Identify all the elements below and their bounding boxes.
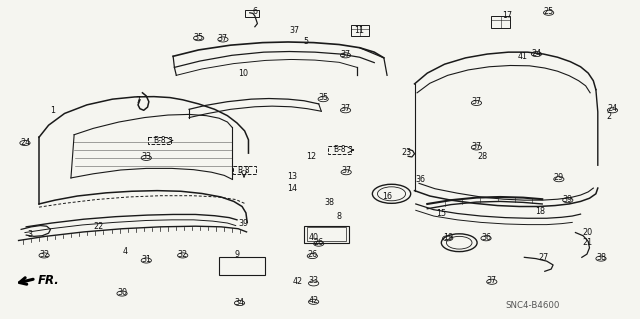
- FancyBboxPatch shape: [232, 167, 255, 174]
- FancyBboxPatch shape: [148, 137, 171, 144]
- Text: B-8: B-8: [237, 166, 250, 175]
- Text: 39: 39: [238, 219, 248, 227]
- Text: SNC4-B4600: SNC4-B4600: [505, 301, 559, 310]
- Text: 16: 16: [382, 192, 392, 202]
- Text: 18: 18: [535, 207, 545, 216]
- Text: 6: 6: [252, 7, 257, 16]
- Text: 12: 12: [307, 152, 317, 161]
- Text: 1: 1: [51, 106, 56, 115]
- Text: 38: 38: [596, 253, 606, 262]
- Text: B-8: B-8: [153, 136, 165, 145]
- Text: 17: 17: [502, 11, 512, 20]
- Text: 37: 37: [487, 276, 497, 285]
- Text: 37: 37: [289, 26, 300, 35]
- Text: 26: 26: [314, 238, 324, 247]
- Text: 27: 27: [538, 253, 548, 262]
- Text: 37: 37: [340, 49, 351, 59]
- Text: 14: 14: [287, 184, 298, 193]
- Text: 15: 15: [436, 209, 446, 218]
- Text: 25: 25: [543, 7, 554, 16]
- Text: 24: 24: [607, 104, 618, 113]
- Text: 42: 42: [308, 296, 319, 305]
- Text: 36: 36: [481, 233, 491, 242]
- Text: 11: 11: [355, 26, 365, 35]
- Text: 7: 7: [136, 96, 141, 105]
- Text: 33: 33: [141, 152, 151, 161]
- Text: 13: 13: [287, 173, 298, 182]
- Text: 42: 42: [292, 277, 303, 286]
- Text: 32: 32: [39, 250, 49, 259]
- Bar: [304, 226, 349, 243]
- Text: 31: 31: [141, 255, 151, 264]
- Text: B-8: B-8: [333, 145, 346, 154]
- FancyBboxPatch shape: [328, 146, 351, 154]
- Text: 8: 8: [337, 212, 342, 221]
- Text: 23: 23: [402, 148, 412, 157]
- Text: 10: 10: [238, 69, 248, 78]
- Text: 29: 29: [554, 174, 564, 182]
- Text: 24: 24: [531, 48, 541, 58]
- Bar: [244, 10, 259, 17]
- Text: 5: 5: [303, 38, 308, 47]
- Text: 32: 32: [178, 250, 188, 259]
- Text: FR.: FR.: [38, 274, 60, 287]
- Text: 3: 3: [27, 230, 32, 239]
- Bar: [219, 257, 265, 275]
- Text: 35: 35: [318, 93, 328, 102]
- Text: 19: 19: [443, 233, 452, 242]
- Text: 26: 26: [307, 250, 317, 259]
- Text: 24: 24: [20, 137, 30, 146]
- Text: 28: 28: [478, 152, 488, 161]
- Text: 37: 37: [218, 34, 228, 43]
- Text: 4: 4: [123, 247, 128, 256]
- Text: 33: 33: [308, 276, 319, 285]
- Bar: [307, 227, 346, 241]
- Text: 40: 40: [308, 233, 319, 242]
- Text: 37: 37: [472, 97, 481, 106]
- Text: 37: 37: [472, 142, 481, 151]
- Bar: [491, 16, 510, 28]
- Text: 20: 20: [582, 228, 592, 237]
- Text: 39: 39: [563, 195, 573, 204]
- Text: 36: 36: [415, 175, 425, 184]
- Text: 35: 35: [194, 33, 204, 42]
- Text: 2: 2: [606, 112, 611, 121]
- Bar: [351, 25, 369, 36]
- Text: 34: 34: [234, 298, 244, 307]
- Text: 41: 41: [518, 52, 528, 61]
- Text: 21: 21: [582, 238, 592, 247]
- Text: 9: 9: [234, 250, 239, 259]
- Text: 30: 30: [117, 288, 127, 297]
- Text: 37: 37: [341, 166, 351, 175]
- Text: 38: 38: [324, 198, 335, 207]
- Text: 37: 37: [340, 104, 351, 113]
- Text: 22: 22: [93, 222, 104, 231]
